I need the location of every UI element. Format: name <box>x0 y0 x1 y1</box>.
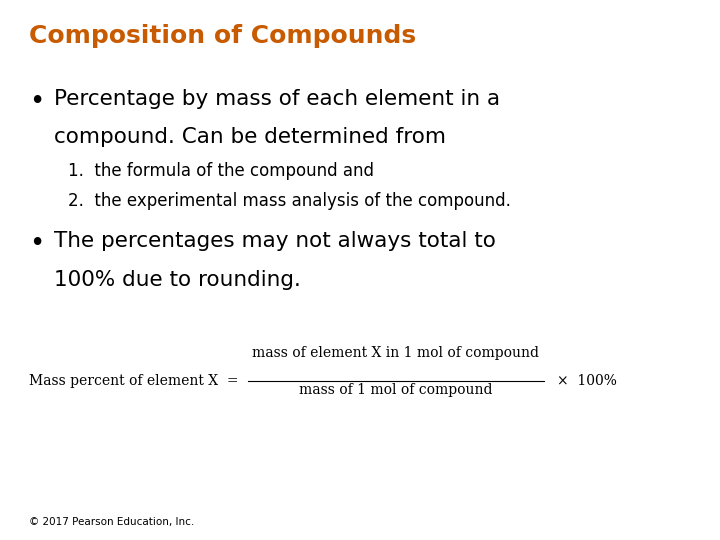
Text: mass of element X in 1 mol of compound: mass of element X in 1 mol of compound <box>253 346 539 360</box>
Text: •: • <box>29 89 44 115</box>
Text: •: • <box>29 231 44 257</box>
Text: 100% due to rounding.: 100% due to rounding. <box>54 270 301 290</box>
Text: Mass percent of element X  =: Mass percent of element X = <box>29 374 238 388</box>
Text: 2.  the experimental mass analysis of the compound.: 2. the experimental mass analysis of the… <box>68 192 511 210</box>
Text: compound. Can be determined from: compound. Can be determined from <box>54 127 446 147</box>
Text: The percentages may not always total to: The percentages may not always total to <box>54 231 496 251</box>
Text: ×  100%: × 100% <box>557 374 616 388</box>
Text: Percentage by mass of each element in a: Percentage by mass of each element in a <box>54 89 500 109</box>
Text: mass of 1 mol of compound: mass of 1 mol of compound <box>300 383 492 397</box>
Text: © 2017 Pearson Education, Inc.: © 2017 Pearson Education, Inc. <box>29 516 194 526</box>
Text: Composition of Compounds: Composition of Compounds <box>29 24 416 48</box>
Text: 1.  the formula of the compound and: 1. the formula of the compound and <box>68 162 374 180</box>
